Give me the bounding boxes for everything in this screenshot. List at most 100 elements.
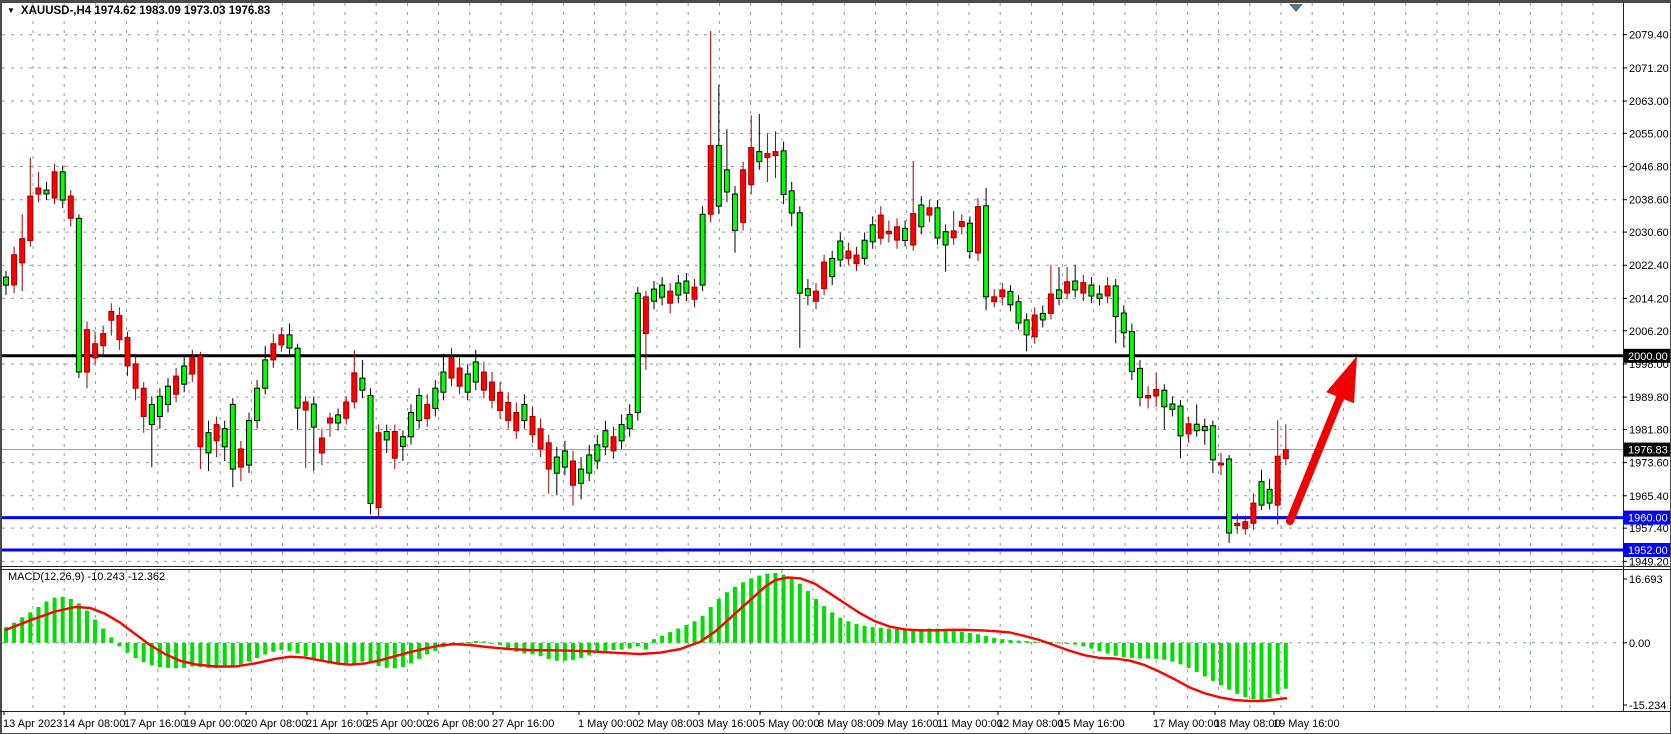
bear-candle <box>958 221 965 228</box>
macd-histogram-bar <box>222 642 227 668</box>
price-badge <box>1624 510 1670 525</box>
bear-candle <box>537 428 544 450</box>
macd-histogram-bar <box>20 617 25 643</box>
bull-candle <box>1226 458 1233 534</box>
macd-histogram-bar <box>927 628 932 643</box>
symbol-dropdown-icon[interactable]: ▼ <box>7 5 15 15</box>
bull-candle <box>229 403 236 470</box>
annotations <box>1286 4 1357 525</box>
bear-candle <box>950 230 957 239</box>
macd-histogram-bar <box>781 574 786 643</box>
bear-candle <box>505 401 512 422</box>
macd-histogram-bar <box>984 636 989 643</box>
bull-candle <box>1128 331 1135 373</box>
bear-candle <box>391 431 398 459</box>
symbol-ohlc-title: XAUUSD-,H4 1974.62 1983.09 1973.03 1976.… <box>20 5 271 17</box>
bull-candle <box>829 257 836 278</box>
macd-histogram-bar <box>935 628 940 643</box>
price-tick-label: 2030.60 <box>1629 227 1669 239</box>
time-tick-label: 13 Apr 2023 <box>3 718 62 730</box>
bull-candle <box>715 145 722 207</box>
macd-histogram-bar <box>1081 642 1086 647</box>
bear-candle <box>173 375 180 395</box>
macd-histogram-bar <box>1057 642 1061 644</box>
bull-candle <box>675 282 682 296</box>
bear-candle <box>740 169 747 223</box>
macd-histogram-bar <box>360 642 365 662</box>
macd-histogram-bar <box>976 634 980 643</box>
up-arrow-shaft[interactable] <box>1286 388 1347 525</box>
bull-candle <box>464 373 471 393</box>
bull-candle <box>1266 488 1273 504</box>
bull-candle <box>1112 285 1119 318</box>
macd-histogram-bar <box>684 624 689 643</box>
price-tick-label: 1989.80 <box>1629 392 1669 404</box>
bull-candle <box>335 414 342 424</box>
macd-histogram-bar <box>903 629 908 643</box>
macd-histogram-bar <box>279 642 284 650</box>
bull-candle <box>1258 481 1265 506</box>
macd-histogram-bar <box>36 607 41 643</box>
chart-shift-marker-icon[interactable] <box>1289 4 1303 12</box>
bull-candle <box>1137 367 1143 398</box>
bull-candle <box>294 347 301 409</box>
macd-histogram-bar <box>295 642 300 654</box>
time-tick-label: 1 May 00:00 <box>578 718 639 730</box>
macd-histogram-bar <box>1251 642 1256 700</box>
macd-histogram-bar <box>198 642 203 667</box>
time-tick-label: 12 May 08:00 <box>997 718 1064 730</box>
macd-histogram-bar <box>303 642 308 657</box>
macd-histogram-bar <box>700 615 705 643</box>
macd-indicator-label: MACD(12,26,9) -10.243 -12.362 <box>8 571 166 583</box>
macd-histogram-bar <box>271 642 276 652</box>
macd-histogram-bar <box>109 637 114 643</box>
price-tick-label: 2022.40 <box>1629 260 1669 272</box>
macd-histogram-bar <box>1227 642 1232 690</box>
macd-histogram-bar <box>1194 642 1199 672</box>
bear-candle <box>610 436 617 452</box>
bear-candle <box>772 151 779 157</box>
bear-candle <box>1145 395 1152 399</box>
macd-histogram-bar <box>773 572 778 643</box>
macd-histogram-bar <box>708 607 713 643</box>
macd-histogram-bar <box>384 642 389 668</box>
time-tick-label: 20 Apr 08:00 <box>245 718 307 730</box>
macd-histogram-bar <box>263 642 268 655</box>
bear-candle <box>84 329 90 373</box>
time-tick-label: 11 May 00:00 <box>937 718 1003 730</box>
bear-candle <box>140 387 147 418</box>
bear-candle <box>351 372 358 403</box>
price-tick-label: 1973.60 <box>1629 458 1669 470</box>
up-arrow-head[interactable] <box>1326 356 1357 404</box>
macd-histogram-bar <box>862 625 867 643</box>
macd-histogram-bar <box>182 642 187 668</box>
bear-candle <box>894 226 900 241</box>
macd-histogram-bar <box>652 639 656 643</box>
bull-candle <box>659 284 666 298</box>
bull-candle <box>165 385 171 405</box>
macd-histogram-bar <box>465 641 470 643</box>
bull-candle <box>1169 403 1176 410</box>
macd-histogram-bar <box>190 642 195 667</box>
price-badge-label: 2000.00 <box>1628 351 1668 363</box>
time-tick-label: 15 May 16:00 <box>1058 718 1125 730</box>
bull-candle <box>1039 312 1046 321</box>
price-axis: 2079.40 2071.20 2063.00 2055.00 2046.80 2038.… <box>1623 30 1670 568</box>
bull-candle <box>578 468 585 484</box>
macd-histogram-bar <box>1267 642 1272 699</box>
macd-histogram-bar <box>530 642 535 655</box>
bear-candle <box>570 460 576 486</box>
bull-candle <box>59 171 66 201</box>
bear-candle <box>1104 285 1111 297</box>
price-tick-label: 2046.80 <box>1629 162 1669 174</box>
macd-histogram-bar <box>911 629 916 643</box>
bear-candle <box>1218 462 1224 466</box>
macd-histogram-bar <box>328 642 332 664</box>
bull-candle <box>1056 289 1062 299</box>
bear-candle <box>1031 314 1038 338</box>
macd-histogram-bar <box>1129 642 1134 658</box>
bear-candle <box>1234 522 1241 527</box>
bull-candle <box>181 365 188 385</box>
macd-histogram-bar <box>765 573 770 643</box>
